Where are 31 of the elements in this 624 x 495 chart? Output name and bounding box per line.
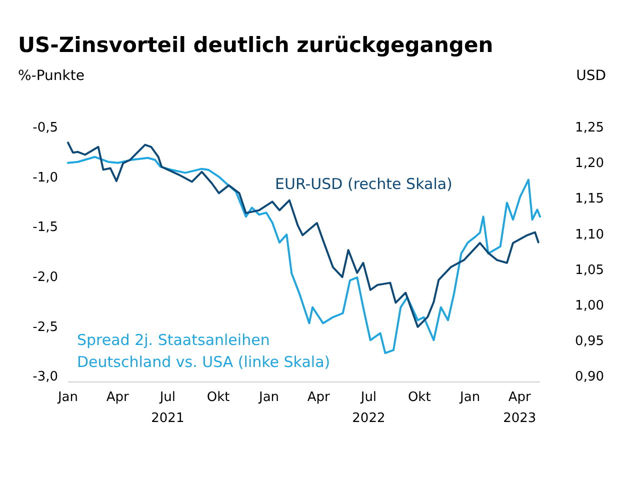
y2-tick-label: 1,15 [575, 192, 604, 207]
y2-tick-label: 0,95 [575, 334, 604, 349]
y2-tick-label: 1,05 [575, 262, 604, 278]
y-tick-label: -2,5 [32, 320, 58, 335]
series-label: EUR-USD (rechte Skala) [275, 175, 452, 193]
series-label: Spread 2j. Staatsanleihen Deutschland vs. USA (linke Skala) [77, 331, 330, 371]
y-tick-label: -0,5 [32, 120, 58, 136]
y2-tick-label: 1,00 [575, 298, 604, 314]
x-tick-label: Apr 2023 [503, 390, 536, 426]
y2-axis-title: USD [576, 68, 606, 84]
x-tick-label: Okt [206, 390, 230, 405]
y2-tick-label: 1,25 [575, 120, 604, 136]
y-tick-label: -1,0 [32, 170, 58, 186]
x-tick-label: Jul 2021 [151, 390, 184, 426]
x-tick-label: Apr [307, 390, 330, 405]
y-axis-title: %-Punkte [18, 68, 85, 84]
line-series [67, 156, 541, 354]
y2-tick-label: 1,10 [575, 227, 604, 242]
x-tick-label: Apr [106, 390, 130, 405]
x-tick-label: Jul 2022 [352, 390, 386, 426]
y-tick-label: -3,0 [32, 370, 58, 385]
y2-tick-label: 0,90 [575, 370, 604, 385]
x-tick-label: Jan [56, 390, 78, 405]
y2-tick-label: 1,20 [575, 156, 604, 172]
x-tick-label: Okt [408, 390, 431, 405]
line-series [67, 142, 540, 328]
y-tick-label: -1,5 [32, 220, 58, 236]
x-tick-label: Jan [258, 390, 280, 405]
x-tick-label: Jan [459, 390, 480, 405]
chart-title: US-Zinsvorteil deutlich zurückgegangen [18, 33, 494, 57]
y-tick-label: -2,0 [32, 270, 58, 285]
